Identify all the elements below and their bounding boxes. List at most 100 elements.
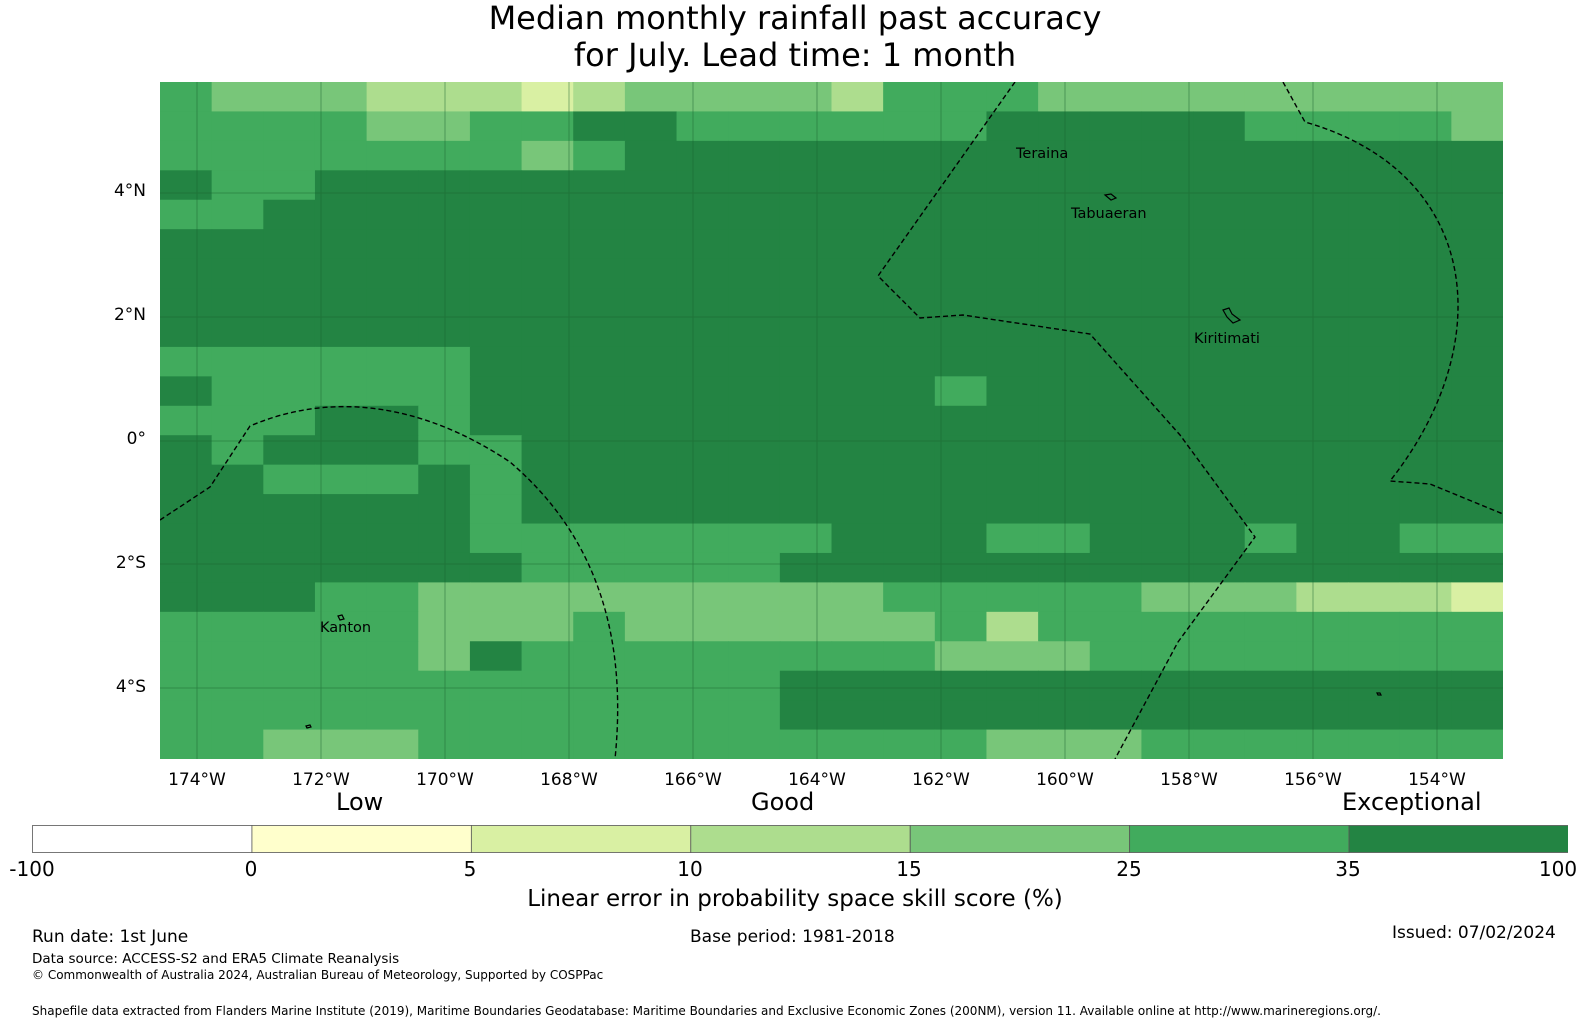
grid-cell [469, 170, 523, 201]
grid-cell [521, 494, 574, 525]
grid-cell [573, 641, 626, 672]
grid-cell [1399, 670, 1452, 701]
grid-cell [1451, 170, 1503, 201]
colorbar-tick-0: 0 [244, 857, 258, 881]
grid-cell [418, 464, 471, 495]
grid-cell [624, 111, 678, 142]
grid-cell [1089, 670, 1143, 701]
grid-cell [1038, 729, 1091, 759]
grid-cell [263, 405, 316, 436]
grid-cell [314, 670, 368, 701]
grid-cell [211, 405, 264, 436]
grid-cell [211, 111, 264, 142]
grid-cell [1296, 670, 1349, 701]
grid-cell [676, 641, 729, 672]
grid-cell [779, 82, 833, 113]
grid-cell [1348, 405, 1401, 436]
grid-cell [831, 111, 884, 142]
grid-cell [160, 376, 213, 407]
grid-cell [1141, 229, 1194, 260]
grid-cell [779, 346, 833, 377]
colorbar-tick-25: 25 [1116, 857, 1142, 881]
grid-cell [831, 494, 884, 525]
colorbar-segments [32, 825, 1568, 853]
grid-cell [1089, 641, 1143, 672]
grid-cell [314, 611, 368, 642]
grid-cell [418, 729, 471, 759]
grid-cell [314, 140, 368, 171]
grid-cell [779, 700, 833, 731]
grid-cell [521, 229, 574, 260]
grid-cell [1038, 170, 1091, 201]
grid-cell [676, 288, 729, 319]
grid-cell [676, 317, 729, 348]
grid-cell [1296, 435, 1349, 466]
issued-date: Issued: 07/02/2024 [1392, 923, 1556, 943]
lon-label-170w: 170°W [416, 770, 474, 790]
grid-cell [1451, 611, 1503, 642]
grid-cell [934, 288, 988, 319]
grid-cell [418, 346, 471, 377]
grid-cell [1038, 523, 1091, 554]
grid-cell [1193, 405, 1246, 436]
grid-cell [1089, 376, 1143, 407]
grid-cell [1038, 611, 1091, 642]
grid-cell [883, 552, 936, 583]
grid-cell [1089, 405, 1143, 436]
grid-cell [1296, 82, 1349, 113]
grid-cell [831, 288, 884, 319]
grid-cell [624, 700, 678, 731]
colorbar-tick-15: 15 [896, 857, 922, 881]
grid-cell [1451, 523, 1503, 554]
grid-cell [521, 435, 574, 466]
colorbar-heading-good: Good [751, 788, 815, 816]
grid-cell [160, 229, 213, 260]
grid-cell [1451, 641, 1503, 672]
grid-cell [1141, 611, 1194, 642]
grid-cell [211, 700, 264, 731]
grid-cell [366, 258, 419, 289]
grid-cell [263, 700, 316, 731]
grid-cell [263, 582, 316, 613]
grid-cell [521, 729, 574, 759]
grid-cell [883, 258, 936, 289]
grid-cell [934, 582, 988, 613]
skill-grid-cells [160, 82, 1503, 759]
colorbar [32, 825, 1568, 853]
grid-cell [211, 670, 264, 701]
grid-cell [263, 523, 316, 554]
title-line-2: for July. Lead time: 1 month [573, 36, 1017, 74]
grid-cell [1193, 170, 1246, 201]
grid-cell [418, 140, 471, 171]
grid-cell [314, 111, 368, 142]
grid-cell [211, 464, 264, 495]
grid-cell [986, 552, 1039, 583]
grid-cell [160, 523, 213, 554]
colorbar-segment [690, 825, 911, 853]
grid-cell [728, 258, 781, 289]
grid-cell [779, 464, 833, 495]
grid-cell [986, 229, 1039, 260]
grid-cell [1348, 346, 1401, 377]
grid-cell [160, 494, 213, 525]
grid-cell [160, 670, 213, 701]
grid-cell [1089, 523, 1143, 554]
colorbar-segment [909, 825, 1131, 853]
grid-cell [986, 140, 1039, 171]
grid-cell [263, 464, 316, 495]
grid-cell [469, 376, 523, 407]
grid-cell [779, 729, 833, 759]
grid-cell [624, 523, 678, 554]
grid-cell [469, 494, 523, 525]
grid-cell [573, 405, 626, 436]
graticule [160, 82, 1503, 759]
grid-cell [1141, 82, 1194, 113]
grid-cell [1296, 729, 1349, 759]
grid-cell [418, 111, 471, 142]
grid-cell [986, 317, 1039, 348]
grid-cell [469, 611, 523, 642]
grid-cell [469, 82, 523, 113]
grid-cell [1038, 464, 1091, 495]
grid-cell [831, 464, 884, 495]
grid-cell [728, 376, 781, 407]
